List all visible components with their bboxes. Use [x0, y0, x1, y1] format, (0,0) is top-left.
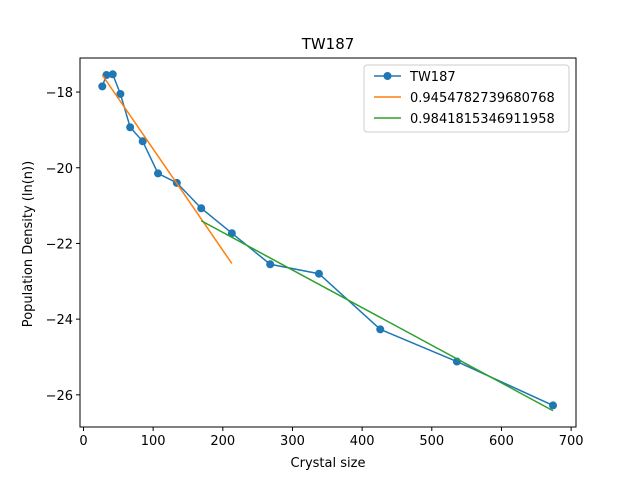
legend-label: 0.9454782739680768 — [410, 91, 555, 106]
data-point — [126, 123, 135, 132]
axes-frame — [79, 57, 577, 428]
x-tick-label: 300 — [280, 434, 305, 449]
legend-marker — [383, 72, 392, 80]
x-tick-label: 700 — [559, 434, 584, 449]
x-axis-label: Crystal size — [291, 456, 366, 471]
data-point — [98, 82, 107, 91]
data-point — [138, 137, 147, 146]
data-point — [197, 204, 206, 213]
series-line-2 — [101, 74, 233, 264]
series-line-3 — [200, 220, 554, 412]
data-point — [314, 269, 323, 278]
axis-ticks: 0 100 200 300 400 500 600 700 −26 −24 −22 −20 −18 — [46, 86, 584, 449]
legend-label: TW187 — [409, 70, 456, 85]
data-point — [266, 260, 275, 269]
x-tick-label: 200 — [210, 434, 235, 449]
y-tick-label: −18 — [46, 86, 73, 101]
data-point — [154, 169, 163, 178]
data-point — [376, 325, 385, 334]
x-tick-label: 500 — [419, 434, 444, 449]
data-point — [108, 70, 117, 79]
y-tick-label: −24 — [46, 313, 73, 328]
data-point — [116, 89, 125, 98]
y-tick-label: −22 — [46, 237, 73, 252]
plot-area — [98, 70, 558, 412]
legend-box — [363, 64, 570, 133]
data-point — [549, 401, 558, 410]
chart-title: TW187 — [301, 35, 355, 53]
y-axis-label: Population Density (ln(n)) — [21, 161, 36, 327]
legend: TW187 0.9454782739680768 0.984181534691195… — [363, 64, 570, 133]
y-tick-label: −26 — [46, 389, 73, 404]
x-tick-label: 400 — [350, 434, 375, 449]
y-tick-label: −20 — [46, 162, 73, 177]
legend-label: 0.9841815346911958 — [410, 112, 555, 127]
data-point — [227, 229, 236, 238]
x-tick-label: 0 — [79, 434, 87, 449]
x-tick-label: 100 — [141, 434, 166, 449]
x-tick-label: 600 — [489, 434, 514, 449]
